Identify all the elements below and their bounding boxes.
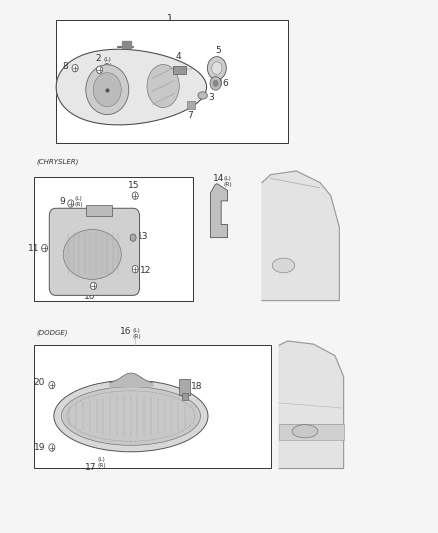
Ellipse shape [54, 380, 208, 452]
Polygon shape [279, 341, 343, 469]
Text: (R): (R) [223, 182, 232, 187]
Text: 8: 8 [62, 62, 68, 70]
Ellipse shape [86, 65, 129, 115]
Text: (L): (L) [132, 328, 140, 333]
Bar [212, 79, 221, 85]
Bar [34, 177, 193, 301]
Text: (R): (R) [98, 463, 106, 468]
Bar [183, 393, 187, 400]
Circle shape [132, 192, 138, 199]
Text: (CHRYSLER): (CHRYSLER) [36, 159, 79, 165]
Text: 12: 12 [140, 265, 151, 274]
Text: (L): (L) [74, 196, 82, 201]
Text: 20: 20 [34, 378, 45, 387]
Circle shape [49, 382, 55, 389]
Text: 7: 7 [187, 111, 193, 120]
Text: 14: 14 [212, 174, 224, 183]
Bar [187, 101, 195, 109]
Ellipse shape [61, 387, 201, 445]
Text: 13: 13 [138, 231, 149, 240]
Ellipse shape [147, 64, 179, 108]
Circle shape [213, 80, 218, 86]
Circle shape [72, 64, 78, 72]
Circle shape [96, 66, 102, 74]
Polygon shape [210, 183, 228, 238]
Circle shape [91, 282, 96, 289]
Circle shape [132, 265, 138, 273]
Text: (R): (R) [104, 62, 113, 68]
Text: 19: 19 [33, 443, 45, 452]
Circle shape [68, 200, 74, 207]
Text: (L): (L) [98, 457, 106, 462]
Circle shape [212, 62, 222, 75]
Polygon shape [279, 424, 343, 440]
Circle shape [49, 444, 55, 451]
Ellipse shape [63, 230, 121, 279]
Bar [56, 20, 288, 143]
Text: 5: 5 [215, 46, 221, 55]
Ellipse shape [272, 258, 295, 273]
Bar [34, 345, 271, 469]
Ellipse shape [198, 92, 208, 99]
Polygon shape [262, 171, 339, 301]
Bar [180, 379, 190, 395]
Circle shape [210, 77, 221, 90]
Polygon shape [122, 42, 131, 49]
Circle shape [130, 234, 136, 241]
Bar [173, 66, 186, 74]
Text: 10: 10 [85, 292, 96, 301]
Text: (L): (L) [223, 176, 231, 181]
Polygon shape [86, 205, 112, 216]
Text: 16: 16 [120, 327, 131, 336]
Text: (DODGE): (DODGE) [36, 329, 68, 336]
Polygon shape [56, 49, 207, 125]
Text: (L): (L) [95, 286, 103, 290]
Circle shape [42, 245, 48, 252]
Text: 4: 4 [175, 52, 181, 61]
Text: 15: 15 [128, 181, 140, 190]
Text: (R): (R) [95, 291, 104, 296]
Text: 3: 3 [208, 93, 214, 102]
Text: (R): (R) [74, 201, 83, 207]
Ellipse shape [93, 72, 121, 107]
FancyBboxPatch shape [49, 208, 140, 295]
Circle shape [208, 56, 226, 80]
Text: 9: 9 [60, 197, 65, 206]
Text: 1: 1 [167, 14, 173, 22]
Ellipse shape [292, 425, 318, 438]
Text: (R): (R) [132, 334, 141, 339]
Text: (L): (L) [104, 56, 112, 62]
Text: 11: 11 [28, 244, 40, 253]
Text: 6: 6 [223, 79, 228, 88]
Text: 17: 17 [85, 463, 96, 472]
Text: 2: 2 [95, 54, 101, 63]
Text: 18: 18 [191, 382, 202, 391]
